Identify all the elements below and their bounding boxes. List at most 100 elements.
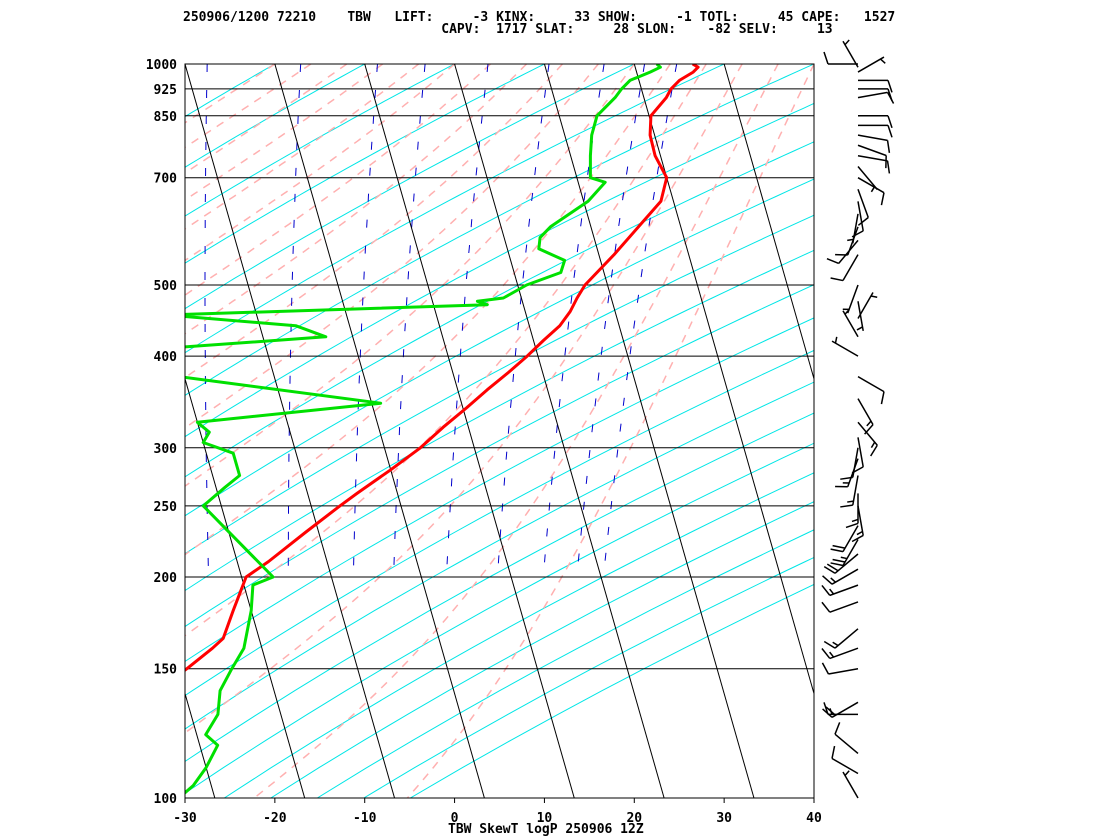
isotherm-line (543, 64, 755, 798)
wind-barb (831, 336, 859, 357)
mixing-ratio-line (287, 64, 302, 577)
wind-barb-staff (829, 601, 859, 613)
dry-adiabat-line (185, 64, 545, 264)
wind-barb-feather (887, 80, 893, 93)
wind-barb-feather (830, 548, 844, 553)
wind-barb (823, 628, 859, 649)
wind-barb-feather (886, 92, 895, 104)
isotherm-line (185, 376, 306, 798)
wind-barb-half-feather (856, 530, 863, 536)
wind-barb-half-feather (847, 500, 854, 503)
wind-barb (857, 56, 886, 73)
wind-barb (857, 189, 869, 226)
wind-barb (822, 568, 859, 585)
wind-barb-staff (834, 628, 859, 649)
wind-barb (821, 647, 859, 660)
wind-barb-staff (857, 56, 885, 73)
wind-barb-feather (887, 115, 893, 129)
wind-barb (826, 239, 859, 265)
wind-barb-staff (857, 144, 887, 157)
wind-barb-half-feather (856, 326, 863, 331)
wind-barb-half-feather (866, 420, 872, 427)
temperature-tick-label: 0 (451, 811, 459, 826)
isotherm-line (723, 64, 814, 381)
wind-barb (847, 213, 859, 244)
isotherm-line (274, 64, 485, 798)
moist-adiabat-line (185, 64, 528, 335)
wind-barb (857, 398, 874, 435)
temperature-tick-label: 10 (537, 811, 553, 826)
plot-frame (184, 63, 815, 799)
pressure-tick-labels: 100 150 200 250 300 400 500 700 850 925 1000 (146, 58, 177, 807)
wind-barb (842, 770, 859, 799)
wind-barb (842, 284, 859, 314)
temperature-tick-label: -30 (173, 811, 197, 826)
temperature-tick-label: 20 (626, 811, 642, 826)
isotherm-line (0, 64, 125, 798)
wind-barb-staff (829, 647, 859, 660)
isotherm-line (185, 64, 396, 798)
wind-barb-feather (851, 534, 864, 543)
wind-barb-feather (821, 585, 831, 596)
wind-barb-feather (845, 522, 859, 529)
wind-barb (857, 144, 887, 169)
wind-barb-staff (857, 91, 888, 99)
isotherm-line (364, 64, 575, 798)
wind-barb-feather (832, 544, 846, 549)
wind-barb (840, 475, 859, 508)
wind-barb (831, 745, 859, 775)
wind-barb (845, 493, 859, 529)
dry-adiabat-line (185, 64, 814, 396)
wind-barb-column (821, 39, 895, 799)
wind-barb-half-feather (870, 441, 876, 448)
wind-barb (834, 722, 859, 755)
wind-barb-feather (826, 563, 839, 572)
wind-barb (821, 662, 859, 675)
pressure-tick-label: 700 (154, 172, 178, 187)
wind-barb-staff (857, 421, 878, 446)
wind-barb-staff (842, 310, 859, 338)
dry-adiabat-line (270, 501, 814, 798)
wind-barb (823, 51, 858, 65)
wind-barb (821, 601, 859, 613)
moist-adiabat-line (185, 64, 707, 637)
moist-adiabat-line (406, 64, 814, 798)
profile-lines (185, 64, 700, 795)
temperature-tick-label: -20 (263, 811, 287, 826)
wind-barb (823, 553, 859, 574)
wind-barb-half-feather (880, 58, 886, 64)
wind-barb-staff (842, 525, 859, 552)
dry-adiabat-line (185, 412, 814, 763)
wind-barb-half-feather (829, 651, 835, 658)
isotherm-line (185, 691, 216, 798)
wind-barb-feather (886, 140, 891, 153)
wind-barb-feather (832, 558, 846, 563)
wind-barb (842, 39, 859, 68)
wind-barb-feather (880, 192, 885, 206)
wind-barb (858, 115, 893, 129)
wind-barb-staff (842, 539, 859, 566)
moist-adiabat-line (185, 64, 635, 488)
temperature-tick-label: 40 (806, 811, 822, 826)
mixing-ratio-line (352, 64, 378, 578)
dry-adiabat-line (185, 64, 725, 354)
wind-barb-staff (857, 376, 885, 393)
wind-barb-feather (823, 640, 836, 649)
isotherm-line (454, 64, 665, 798)
wind-barb-feather (826, 258, 839, 265)
wind-barb-staff (842, 771, 859, 799)
wind-barb-staff (857, 437, 864, 468)
dry-adiabat-line (185, 64, 455, 217)
wind-barb-feather (831, 745, 836, 759)
temperature-tick-labels: -30 -20 -10 0 10 20 30 40 (173, 798, 822, 826)
moist-adiabat-line (185, 64, 599, 429)
wind-barb (851, 505, 864, 543)
temperature-tick-label: -10 (353, 811, 377, 826)
wind-barb-staff (857, 292, 874, 319)
mixing-ratio-line (204, 64, 210, 578)
pressure-tick-label: 150 (154, 663, 178, 678)
pressure-tick-label: 300 (154, 442, 178, 457)
chart-caption: TBW SkewT logP 250906 12Z (448, 822, 644, 837)
wind-barb-staff (857, 201, 864, 231)
